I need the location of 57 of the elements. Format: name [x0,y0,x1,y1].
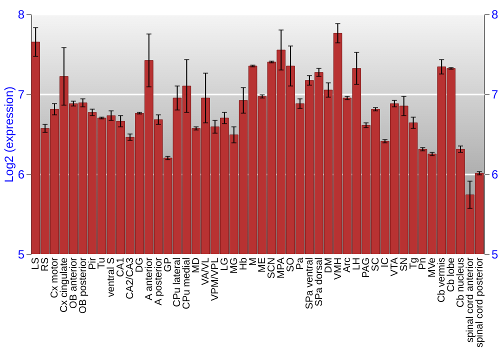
y-axis-title: Log2 (expression) [2,86,16,183]
x-tick-label: LS [30,257,42,270]
x-tick-label: DM [323,258,334,274]
x-tick-label: Cb nucleus [455,258,466,308]
y-tick-label: 7 [18,88,25,102]
x-tick-label: spinal cord anterior [464,256,476,343]
x-tick-label: DG [134,257,146,272]
x-tick-label: Arc [342,258,354,272]
x-tick-label: ventral S [106,257,118,297]
x-tick-label: LG [219,257,230,271]
x-tick-label: Pn [418,258,429,270]
x-tick-label: SPa ventral [304,258,316,310]
x-tick-label: Cx cingulate [58,257,70,313]
x-tick-label: LH [352,258,363,270]
x-tick-label: Cb vermis [436,258,448,303]
y2-tick-label: 6 [492,168,498,182]
y2-tick-label: 7 [492,88,498,102]
x-tick-label: VA/VL [200,257,212,286]
x-tick-label: Pa [294,257,306,270]
x-tick-label: Hb [238,257,250,270]
x-tick-label: MPA [276,257,288,278]
x-tick-label: VTA [389,257,400,276]
x-tick-label: Cx motor [50,256,61,298]
x-tick-label: A posterior [153,256,164,306]
x-tick-label: Tg [408,258,420,270]
x-tick-label: ME [257,257,268,272]
x-tick-label: CA1 [116,257,127,277]
x-tick-label: M [248,258,259,266]
x-tick-label: MD [191,258,202,274]
x-tick-label: OB anterior [68,256,80,309]
y2-tick-label: 5 [492,248,498,262]
x-tick-label: GP [162,257,174,272]
y-tick-label: 8 [18,8,25,22]
x-tick-label: Pir [87,256,98,270]
y-tick-label: 5 [18,248,25,262]
x-tick-label: IC [380,258,391,268]
x-tick-label: SPa dorsal [314,258,325,306]
x-tick-label: spinal cord posterior [474,256,486,348]
y-tick-label: 6 [18,168,25,182]
x-tick-label: MVe [427,257,438,278]
x-tick-label: CPu medial [182,258,193,310]
x-tick-label: PAG [361,257,372,278]
x-tick-label: OB posterior [78,256,89,314]
x-tick-label: SC [370,258,382,272]
x-tick-label: RS [40,257,52,272]
x-tick-label: Tu [96,258,108,269]
x-tick-label: VMH [332,258,344,280]
y2-tick-label: 8 [492,8,498,22]
x-tick-label: MG [228,257,240,274]
x-tick-label: Cb lobe [446,257,458,292]
x-tick-label: A anterior [144,256,155,300]
x-tick-label: SCN [266,258,278,279]
x-tick-label: VPM/VPL [210,257,222,301]
x-tick-label: SO [286,257,297,272]
x-tick-label: CA2/CA3 [125,257,136,300]
x-tick-label: CPu lateral [172,258,184,307]
x-tick-label: SN [398,258,410,272]
